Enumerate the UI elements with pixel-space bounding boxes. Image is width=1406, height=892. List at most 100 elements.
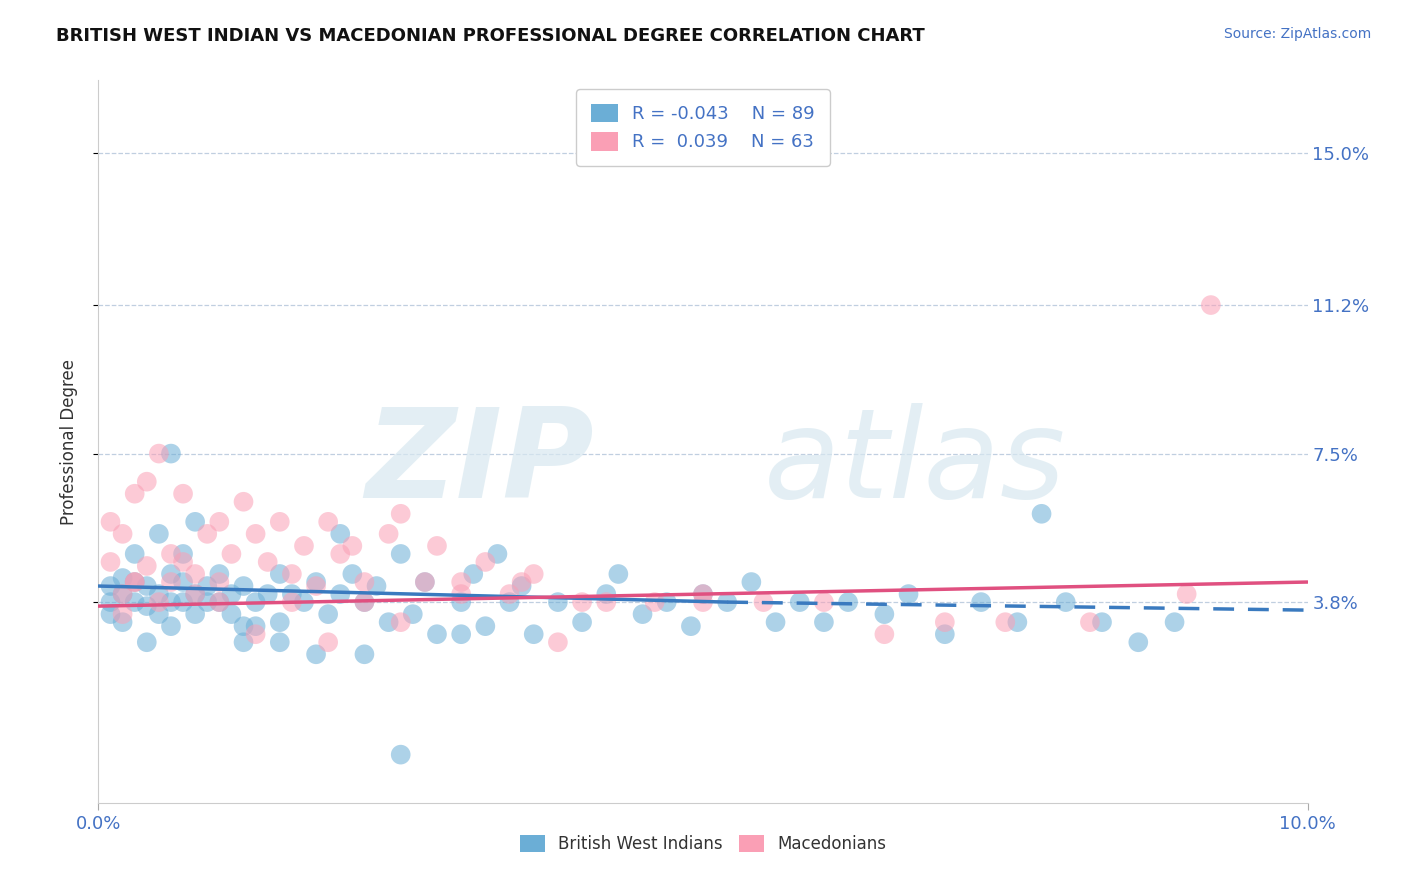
- Point: [160, 595, 183, 609]
- Point: [450, 575, 472, 590]
- Point: [172, 555, 194, 569]
- Point: [342, 539, 364, 553]
- Point: [523, 567, 546, 582]
- Point: [124, 575, 146, 590]
- Point: [100, 579, 122, 593]
- Point: [172, 547, 194, 561]
- Point: [208, 595, 231, 609]
- Point: [305, 575, 328, 590]
- Point: [692, 587, 714, 601]
- Point: [1007, 615, 1029, 630]
- Point: [160, 547, 183, 561]
- Point: [269, 515, 291, 529]
- Point: [789, 595, 811, 609]
- Point: [256, 587, 278, 601]
- Point: [1078, 615, 1101, 630]
- Point: [1091, 615, 1114, 630]
- Point: [813, 595, 835, 609]
- Point: [135, 558, 157, 574]
- Point: [873, 627, 896, 641]
- Point: [160, 575, 183, 590]
- Point: [281, 595, 304, 609]
- Point: [389, 507, 412, 521]
- Y-axis label: Professional Degree: Professional Degree: [59, 359, 77, 524]
- Point: [195, 579, 218, 593]
- Point: [353, 648, 375, 662]
- Point: [655, 595, 678, 609]
- Point: [195, 595, 218, 609]
- Point: [353, 595, 375, 609]
- Point: [389, 547, 412, 561]
- Point: [208, 567, 231, 582]
- Point: [897, 587, 920, 601]
- Point: [934, 615, 956, 630]
- Point: [426, 627, 449, 641]
- Point: [221, 607, 243, 622]
- Point: [366, 579, 388, 593]
- Point: [172, 575, 194, 590]
- Point: [111, 526, 134, 541]
- Point: [111, 571, 134, 585]
- Point: [474, 619, 496, 633]
- Point: [329, 547, 352, 561]
- Point: [692, 595, 714, 609]
- Point: [221, 547, 243, 561]
- Point: [450, 627, 472, 641]
- Point: [172, 487, 194, 501]
- Point: [148, 587, 170, 601]
- Point: [692, 587, 714, 601]
- Point: [837, 595, 859, 609]
- Point: [1163, 615, 1185, 630]
- Point: [100, 515, 122, 529]
- Point: [256, 555, 278, 569]
- Point: [135, 635, 157, 649]
- Legend: British West Indians, Macedonians: British West Indians, Macedonians: [513, 828, 893, 860]
- Point: [716, 595, 738, 609]
- Point: [813, 615, 835, 630]
- Point: [111, 587, 134, 601]
- Point: [547, 635, 569, 649]
- Text: ZIP: ZIP: [366, 402, 595, 524]
- Point: [232, 494, 254, 508]
- Point: [450, 595, 472, 609]
- Point: [498, 595, 520, 609]
- Point: [100, 555, 122, 569]
- Point: [474, 555, 496, 569]
- Point: [184, 607, 207, 622]
- Point: [111, 607, 134, 622]
- Point: [342, 567, 364, 582]
- Point: [195, 526, 218, 541]
- Point: [148, 595, 170, 609]
- Point: [135, 579, 157, 593]
- Point: [607, 567, 630, 582]
- Point: [970, 595, 993, 609]
- Point: [510, 575, 533, 590]
- Point: [135, 475, 157, 489]
- Point: [644, 595, 666, 609]
- Point: [450, 587, 472, 601]
- Point: [148, 526, 170, 541]
- Point: [316, 635, 339, 649]
- Point: [232, 619, 254, 633]
- Point: [124, 575, 146, 590]
- Point: [316, 607, 339, 622]
- Point: [292, 595, 315, 609]
- Point: [184, 587, 207, 601]
- Point: [292, 539, 315, 553]
- Point: [245, 526, 267, 541]
- Point: [316, 515, 339, 529]
- Point: [124, 595, 146, 609]
- Point: [100, 595, 122, 609]
- Point: [232, 635, 254, 649]
- Point: [329, 587, 352, 601]
- Point: [184, 587, 207, 601]
- Point: [1128, 635, 1150, 649]
- Point: [595, 595, 617, 609]
- Text: atlas: atlas: [763, 402, 1066, 524]
- Point: [245, 595, 267, 609]
- Point: [377, 615, 399, 630]
- Point: [305, 579, 328, 593]
- Point: [269, 615, 291, 630]
- Point: [281, 587, 304, 601]
- Point: [377, 526, 399, 541]
